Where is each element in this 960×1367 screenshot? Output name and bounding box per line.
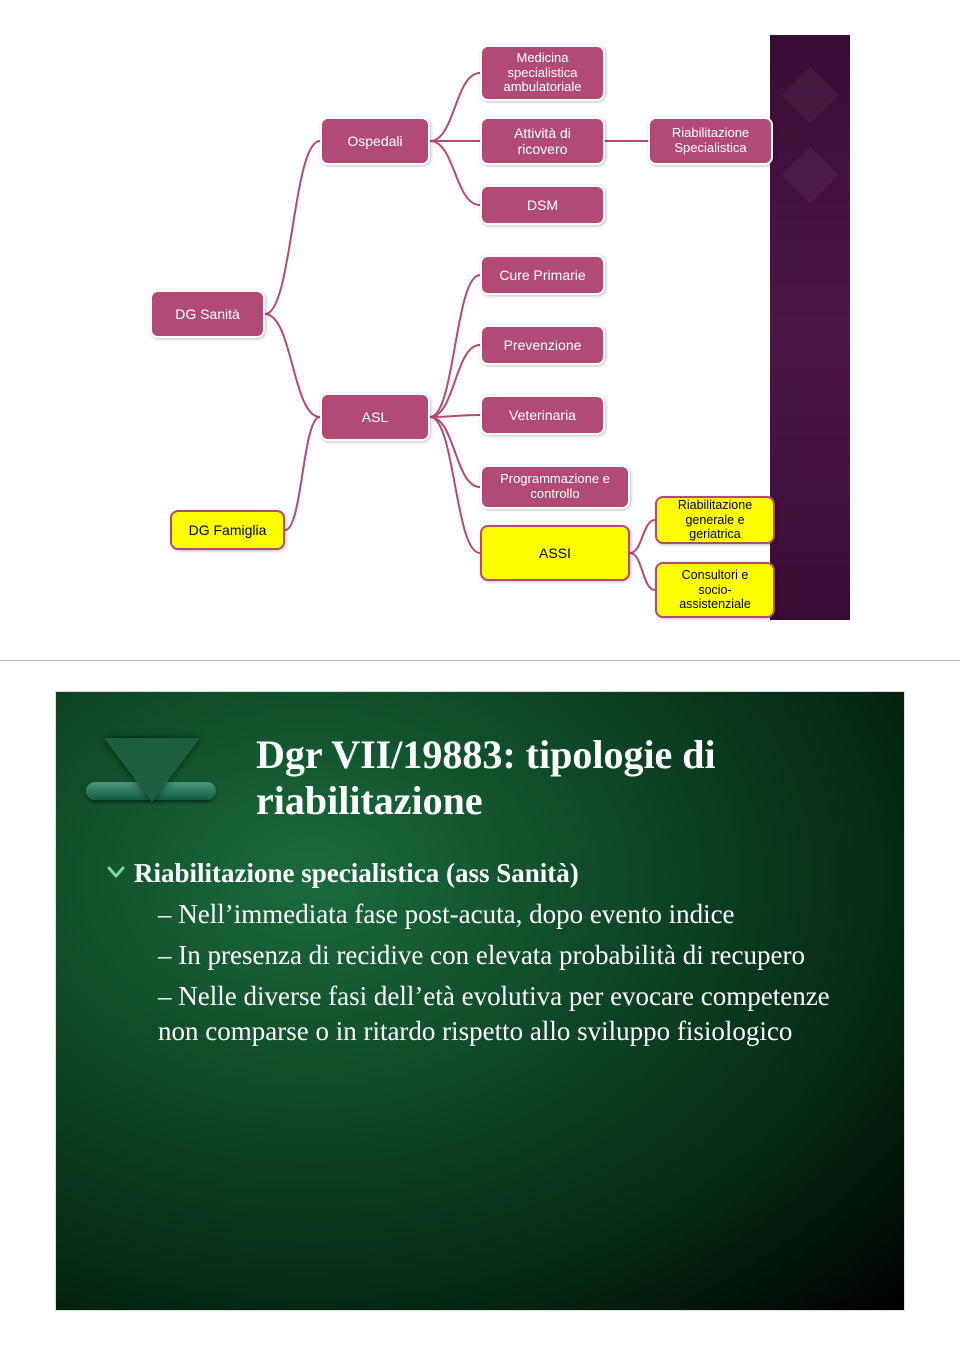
decorative-side-banner — [770, 35, 850, 620]
node-label: ASL — [362, 409, 388, 425]
node-medicina-specialistica: Medicina specialistica ambulatoriale — [480, 45, 605, 101]
node-label: Programmazione e controllo — [490, 472, 620, 502]
node-veterinaria: Veterinaria — [480, 395, 605, 435]
node-label: Medicina specialistica ambulatoriale — [490, 51, 595, 96]
slide-title: Dgr VII/19883: tipologie di riabilitazio… — [256, 732, 844, 824]
node-dg-famiglia: DG Famiglia — [170, 510, 285, 550]
bullet-lvl2: Nelle diverse fasi dell’età evolutiva pe… — [158, 979, 844, 1049]
node-label: DG Famiglia — [189, 522, 267, 538]
bullet-lvl2: Nell’immediata fase post-acuta, dopo eve… — [158, 897, 844, 932]
node-consultori: Consultori e socio-assistenziale — [655, 562, 775, 618]
node-attivita-ricovero: Attività di ricovero — [480, 117, 605, 165]
node-riabilitazione-generale: Riabilitazione generale e geriatrica — [655, 496, 775, 544]
bullet-lvl2: In presenza di recidive con elevata prob… — [158, 938, 844, 973]
node-programmazione: Programmazione e controllo — [480, 465, 630, 509]
chevron-down-icon — [106, 856, 134, 891]
emerald-ornament-icon — [86, 730, 216, 810]
node-dsm: DSM — [480, 185, 605, 225]
node-cure-primarie: Cure Primarie — [480, 255, 605, 295]
bullet-lvl1: Riabilitazione specialistica (ass Sanità… — [106, 856, 844, 891]
node-label: DSM — [527, 197, 558, 213]
node-ospedali: Ospedali — [320, 117, 430, 165]
node-label: DG Sanità — [175, 306, 240, 322]
node-assi: ASSI — [480, 525, 630, 581]
node-label: Ospedali — [347, 133, 402, 149]
slide-separator — [0, 660, 960, 661]
node-label: Riabilitazione generale e geriatrica — [665, 498, 765, 541]
node-label: Veterinaria — [509, 407, 576, 423]
node-label: Consultori e socio-assistenziale — [665, 568, 765, 611]
slide-body: Riabilitazione specialistica (ass Sanità… — [106, 856, 844, 1049]
bullet-text: Riabilitazione specialistica (ass Sanità… — [134, 856, 579, 891]
node-prevenzione: Prevenzione — [480, 325, 605, 365]
node-riabilitazione-specialistica: Riabilitazione Specialistica — [648, 117, 773, 165]
node-label: Riabilitazione Specialistica — [658, 126, 763, 156]
node-dg-sanita: DG Sanità — [150, 290, 265, 338]
node-label: Prevenzione — [504, 337, 582, 353]
node-label: Cure Primarie — [499, 267, 585, 283]
slide-orgchart: DG Sanità DG Famiglia Ospedali ASL Medic… — [0, 0, 960, 660]
slide-text: Dgr VII/19883: tipologie di riabilitazio… — [55, 691, 905, 1311]
node-label: Attività di ricovero — [490, 125, 595, 157]
node-label: ASSI — [539, 545, 571, 561]
node-asl: ASL — [320, 393, 430, 441]
